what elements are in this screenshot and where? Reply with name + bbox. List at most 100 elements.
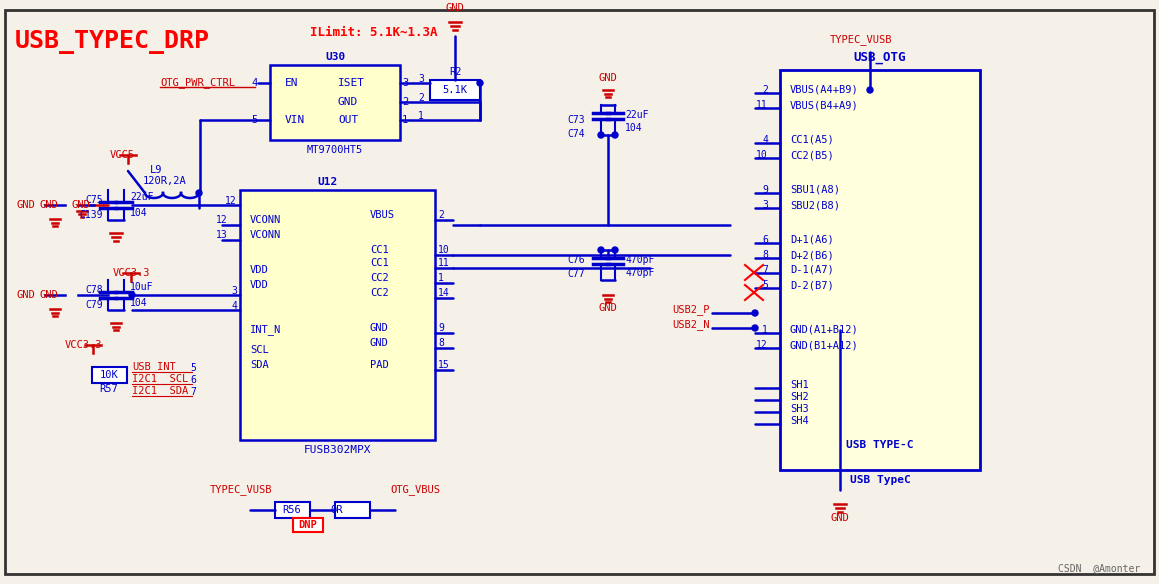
Text: 5.1K: 5.1K bbox=[443, 85, 467, 95]
Text: C73: C73 bbox=[568, 115, 585, 125]
Text: USB_OTG: USB_OTG bbox=[854, 51, 906, 64]
Text: 1: 1 bbox=[438, 273, 444, 283]
Text: R56: R56 bbox=[283, 505, 301, 515]
Text: SH3: SH3 bbox=[790, 404, 809, 414]
Text: R2: R2 bbox=[449, 67, 461, 77]
Text: ILimit: 5.1K~1.3A: ILimit: 5.1K~1.3A bbox=[309, 26, 437, 39]
Text: C139: C139 bbox=[80, 210, 103, 220]
Bar bbox=[270, 65, 400, 140]
Text: USB_INT: USB_INT bbox=[132, 361, 176, 373]
Text: U12: U12 bbox=[318, 177, 337, 187]
Text: SH4: SH4 bbox=[790, 416, 809, 426]
Text: VBUS: VBUS bbox=[370, 210, 395, 220]
Text: CC2: CC2 bbox=[370, 273, 388, 283]
Text: 6: 6 bbox=[763, 235, 768, 245]
Text: DNP: DNP bbox=[299, 520, 318, 530]
Text: GND: GND bbox=[39, 200, 58, 210]
Text: 1: 1 bbox=[402, 115, 408, 125]
Text: 4: 4 bbox=[763, 135, 768, 145]
Text: USB TypeC: USB TypeC bbox=[850, 475, 910, 485]
Circle shape bbox=[129, 292, 134, 298]
Circle shape bbox=[612, 132, 618, 138]
Text: I2C1  SDA: I2C1 SDA bbox=[132, 386, 188, 396]
Text: VBUS(B4+A9): VBUS(B4+A9) bbox=[790, 100, 859, 110]
Text: R57: R57 bbox=[100, 384, 118, 394]
Text: SCL: SCL bbox=[250, 345, 269, 355]
Text: CC2: CC2 bbox=[370, 288, 388, 298]
Text: 10uF: 10uF bbox=[130, 282, 153, 292]
Circle shape bbox=[478, 80, 483, 86]
Text: D-2(B7): D-2(B7) bbox=[790, 280, 833, 290]
Text: 470pF: 470pF bbox=[625, 255, 655, 265]
Text: 12: 12 bbox=[757, 340, 768, 350]
Text: VDD: VDD bbox=[250, 280, 269, 290]
Text: SBU2(B8): SBU2(B8) bbox=[790, 200, 840, 210]
Text: GND: GND bbox=[16, 200, 35, 210]
Text: VIN: VIN bbox=[285, 115, 305, 125]
Bar bbox=[430, 80, 480, 100]
Bar bbox=[275, 502, 309, 518]
Text: 11: 11 bbox=[438, 258, 450, 268]
Text: 7: 7 bbox=[763, 265, 768, 275]
Text: USB TYPE-C: USB TYPE-C bbox=[846, 440, 913, 450]
Text: U30: U30 bbox=[325, 52, 345, 62]
Text: 3: 3 bbox=[231, 286, 236, 296]
Text: 9: 9 bbox=[763, 185, 768, 195]
Text: USB_TYPEC_DRP: USB_TYPEC_DRP bbox=[15, 30, 210, 54]
Text: SH1: SH1 bbox=[790, 380, 809, 390]
Text: VCC3.3: VCC3.3 bbox=[65, 340, 102, 350]
Text: 9: 9 bbox=[438, 323, 444, 333]
Text: C76: C76 bbox=[568, 255, 585, 265]
Text: 2: 2 bbox=[402, 97, 408, 107]
Text: OUT: OUT bbox=[338, 115, 358, 125]
Text: I2C1  SCL: I2C1 SCL bbox=[132, 374, 188, 384]
Text: 4: 4 bbox=[252, 78, 258, 88]
Text: INT_N: INT_N bbox=[250, 325, 282, 335]
Circle shape bbox=[867, 87, 873, 93]
Bar bbox=[92, 367, 127, 383]
Text: TYPEC_VUSB: TYPEC_VUSB bbox=[830, 34, 892, 46]
Text: GND: GND bbox=[39, 290, 58, 300]
Text: OTG_PWR_CTRL: OTG_PWR_CTRL bbox=[160, 78, 235, 88]
Text: 3: 3 bbox=[418, 74, 424, 84]
Text: 11: 11 bbox=[757, 100, 768, 110]
Text: GND: GND bbox=[370, 323, 388, 333]
Text: EN: EN bbox=[285, 78, 299, 88]
Text: CC1: CC1 bbox=[370, 245, 388, 255]
Text: 3: 3 bbox=[763, 200, 768, 210]
Text: 1: 1 bbox=[418, 111, 424, 121]
Text: 5: 5 bbox=[763, 280, 768, 290]
Text: GND: GND bbox=[599, 303, 618, 313]
Text: 10: 10 bbox=[438, 245, 450, 255]
Text: USB2_P: USB2_P bbox=[672, 304, 710, 315]
Circle shape bbox=[196, 190, 202, 196]
Text: 13: 13 bbox=[217, 230, 228, 240]
Bar bbox=[240, 190, 435, 440]
Circle shape bbox=[598, 132, 604, 138]
Text: 1: 1 bbox=[763, 325, 768, 335]
Text: GND: GND bbox=[370, 338, 388, 348]
Text: 470pF: 470pF bbox=[625, 268, 655, 278]
Text: TYPEC_VUSB: TYPEC_VUSB bbox=[210, 485, 272, 495]
Circle shape bbox=[752, 310, 758, 316]
Text: 5: 5 bbox=[252, 115, 258, 125]
Text: CC1: CC1 bbox=[370, 258, 388, 268]
Text: 10K: 10K bbox=[100, 370, 118, 380]
Text: ISET: ISET bbox=[338, 78, 365, 88]
Text: 12: 12 bbox=[225, 196, 236, 206]
Text: GND: GND bbox=[445, 3, 465, 13]
Text: 15: 15 bbox=[438, 360, 450, 370]
Text: GND(A1+B12): GND(A1+B12) bbox=[790, 325, 859, 335]
Text: 22uF: 22uF bbox=[625, 110, 649, 120]
Text: C77: C77 bbox=[568, 269, 585, 279]
Circle shape bbox=[598, 247, 604, 253]
Bar bbox=[780, 70, 981, 470]
Text: CC1(A5): CC1(A5) bbox=[790, 135, 833, 145]
Text: VCONN: VCONN bbox=[250, 215, 282, 225]
Text: 10: 10 bbox=[757, 150, 768, 160]
Text: D+2(B6): D+2(B6) bbox=[790, 250, 833, 260]
Text: C78: C78 bbox=[86, 285, 103, 295]
Circle shape bbox=[612, 247, 618, 253]
Text: 120R,2A: 120R,2A bbox=[143, 176, 187, 186]
Text: C75: C75 bbox=[86, 195, 103, 205]
